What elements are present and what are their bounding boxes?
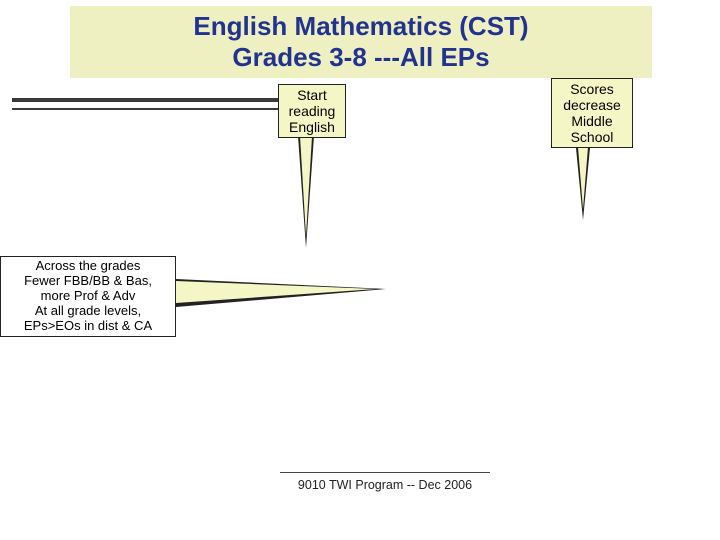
callout-scores-line-2: decrease — [563, 97, 621, 113]
title-line-2: Grades 3-8 ---All EPs — [232, 42, 489, 72]
callout-across-line-5: EPs>EOs in dist & CA — [24, 318, 152, 333]
callout-start-line-3: English — [289, 119, 335, 135]
hr-thick — [12, 98, 322, 102]
title-line-1: English Mathematics (CST) — [193, 11, 528, 41]
title-box: English Mathematics (CST) Grades 3-8 ---… — [70, 6, 652, 78]
slide-title: English Mathematics (CST) Grades 3-8 ---… — [193, 11, 528, 73]
callout-scores-line-1: Scores — [570, 81, 614, 97]
callout-across-line-3: more Prof & Adv — [41, 288, 136, 303]
callout-scores-pointer-fill — [578, 147, 588, 209]
footer-divider — [280, 472, 490, 473]
callout-across-line-4: At all grade levels, — [35, 303, 141, 318]
hr-thin — [12, 108, 322, 110]
footer-text: 9010 TWI Program -- Dec 2006 — [280, 478, 490, 492]
callout-across-pointer-fill — [176, 281, 376, 303]
callout-scores-line-3: Middle — [571, 113, 612, 129]
callout-across-line-1: Across the grades — [36, 258, 141, 273]
callout-scores-line-4: School — [571, 129, 614, 145]
callout-across: Across the grades Fewer FBB/BB & Bas, mo… — [0, 256, 176, 337]
callout-across-line-2: Fewer FBB/BB & Bas, — [24, 273, 152, 288]
callout-start: Start reading English — [278, 84, 346, 138]
callout-scores: Scores decrease Middle School — [551, 78, 633, 148]
callout-start-line-2: reading — [289, 103, 336, 119]
callout-start-pointer-fill — [300, 136, 312, 236]
callout-start-line-1: Start — [297, 87, 327, 103]
